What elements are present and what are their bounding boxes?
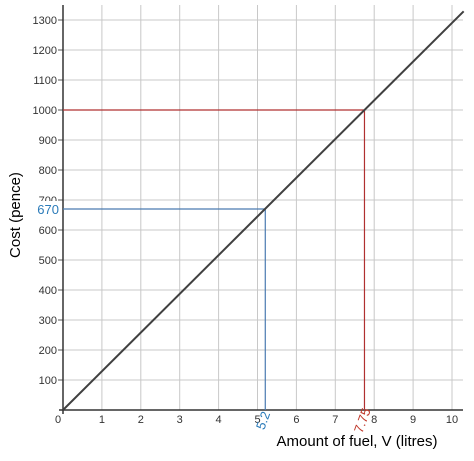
series-layer	[62, 10, 465, 411]
y-axis-label: Cost (pence)	[7, 172, 24, 258]
x-tick-label: 6	[293, 414, 299, 426]
x-tick-label: 10	[446, 414, 458, 426]
y-tick-label: 1300	[33, 15, 57, 27]
y-tick-label: 1100	[33, 75, 57, 87]
y-tick-label: 600	[39, 225, 57, 237]
annotation-x-label: 5.2	[253, 409, 273, 431]
y-tick-label: 200	[39, 345, 57, 357]
x-axis-label: Amount of fuel, V (litres)	[277, 433, 438, 450]
x-tick-label: 8	[371, 414, 377, 426]
x-tick-label: 1	[99, 414, 105, 426]
x-tick-label: 2	[138, 414, 144, 426]
tick-labels: 0123456789101002003004005006007008009001…	[33, 15, 459, 426]
y-tick-label: 800	[39, 165, 57, 177]
annotation-y-label: 670	[37, 202, 59, 217]
x-tick-label: 7	[332, 414, 338, 426]
y-tick-label: 500	[39, 255, 57, 267]
y-tick-label: 1000	[33, 105, 57, 117]
x-tick-label: 0	[55, 414, 61, 426]
y-tick-label: 900	[39, 135, 57, 147]
y-tick-label: 1200	[33, 45, 57, 57]
series-line	[62, 10, 465, 411]
x-tick-label: 9	[410, 414, 416, 426]
x-tick-label: 5	[254, 414, 260, 426]
y-tick-label: 300	[39, 315, 57, 327]
grid	[63, 5, 463, 410]
annotation-label-bg	[33, 201, 62, 216]
y-tick-label: 100	[39, 375, 57, 387]
x-tick-label: 4	[216, 414, 222, 426]
y-tick-label: 400	[39, 285, 57, 297]
x-tick-label: 3	[177, 414, 183, 426]
